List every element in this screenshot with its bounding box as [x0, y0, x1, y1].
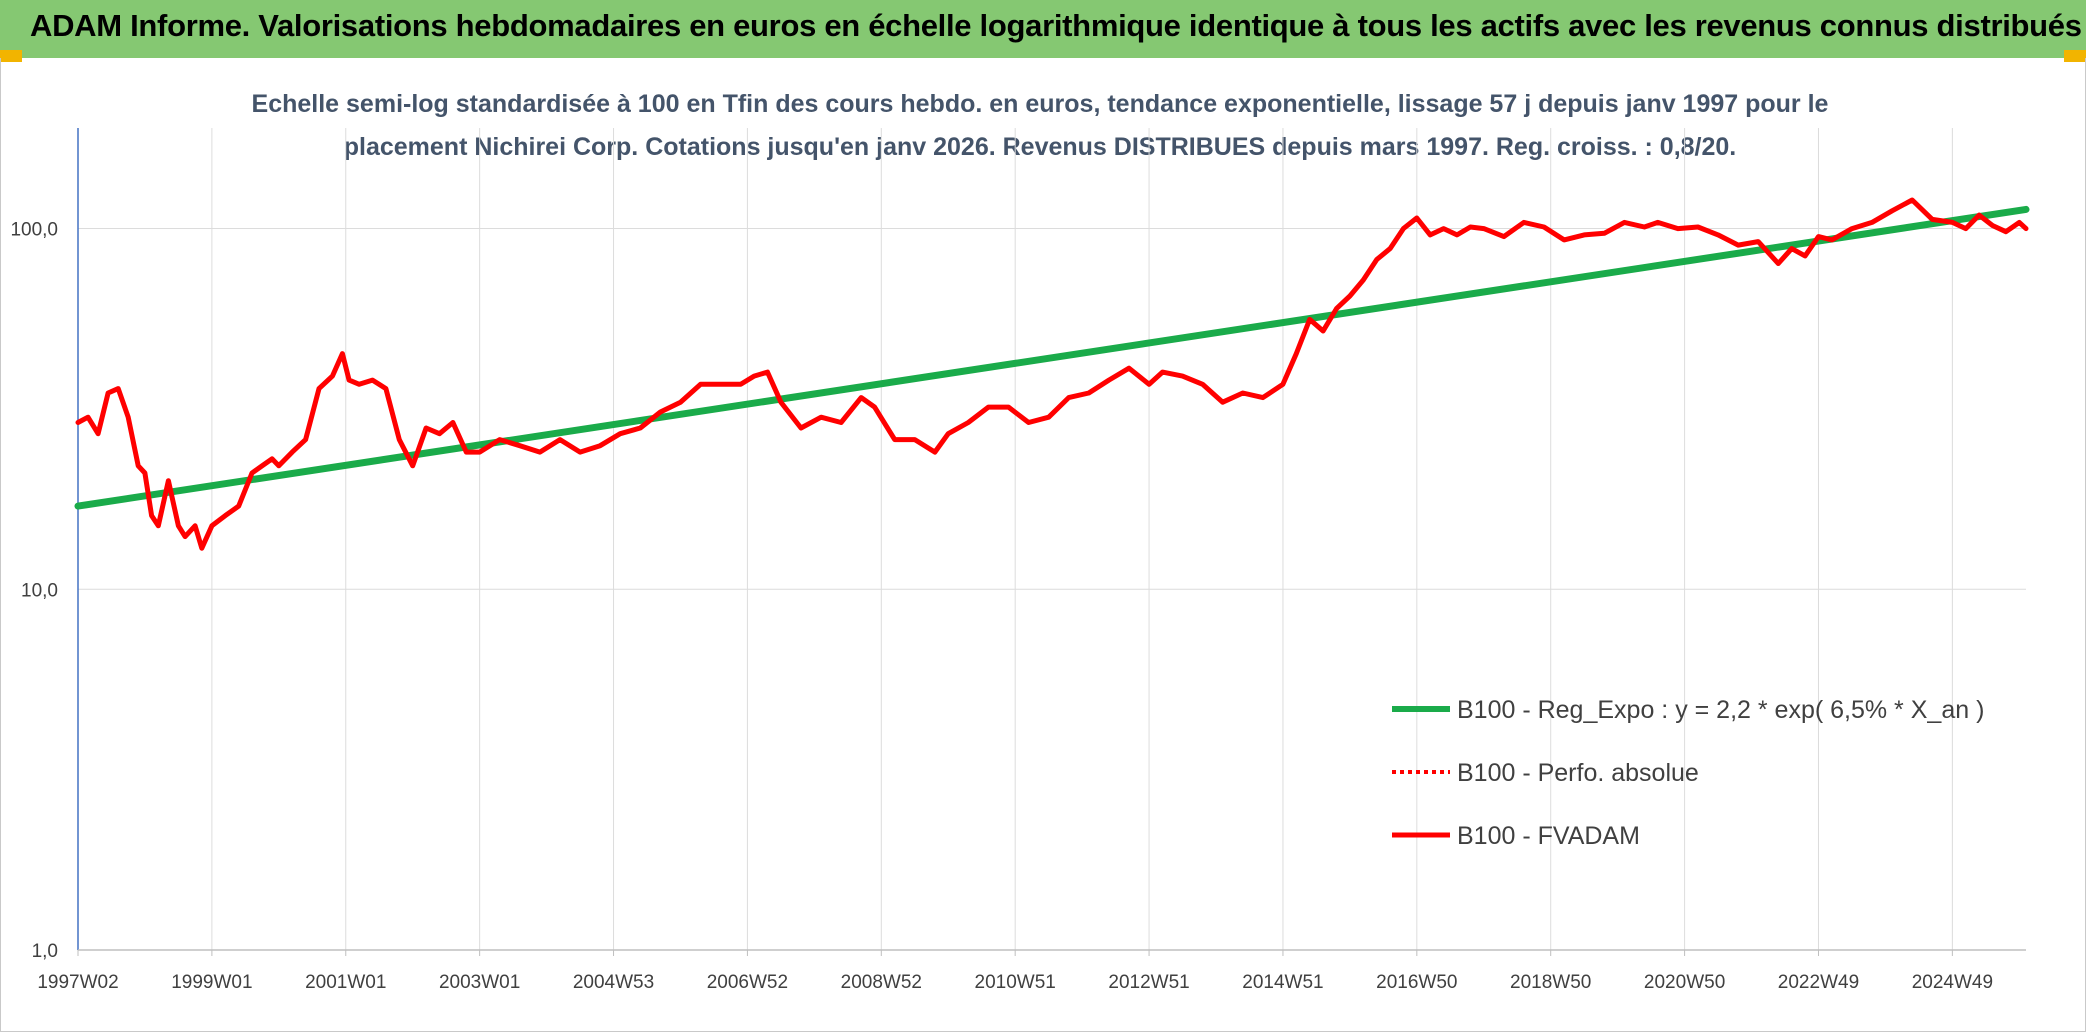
x-tick-label: 2016W50 — [1376, 972, 1457, 993]
header-title: ADAM Informe. Valorisations hebdomadaire… — [30, 8, 2082, 43]
y-tick-label: 10,0 — [21, 580, 58, 601]
chart-title-line-1: Echelle semi-log standardisée à 100 en T… — [251, 90, 1829, 118]
x-tick-label: 2010W51 — [975, 972, 1056, 993]
legend-item-perfo-absolue: B100 - Perfo. absolue — [1392, 759, 1699, 787]
legend-label: B100 - Reg_Expo : y = 2,2 * exp( 6,5% * … — [1457, 696, 1984, 724]
header-bar: ADAM Informe. Valorisations hebdomadaire… — [0, 0, 2086, 58]
x-tick-label: 2003W01 — [439, 972, 520, 993]
x-tick-label: 2018W50 — [1510, 972, 1591, 993]
x-tick-label: 1997W02 — [37, 972, 118, 993]
x-tick-label: 2008W52 — [841, 972, 922, 993]
x-tick-label: 2012W51 — [1108, 972, 1189, 993]
x-tick-label: 2024W49 — [1912, 972, 1993, 993]
corner-marker-right — [2064, 50, 2086, 62]
legend-item-reg-expo: B100 - Reg_Expo : y = 2,2 * exp( 6,5% * … — [1392, 696, 1984, 724]
fvadam-series-line — [75, 197, 2029, 551]
x-tick-label: 2006W52 — [707, 972, 788, 993]
x-tick-label: 2014W51 — [1242, 972, 1323, 993]
y-tick-label: 100,0 — [10, 220, 58, 241]
corner-marker-left — [0, 50, 22, 62]
x-tick-label: 2022W49 — [1778, 972, 1859, 993]
x-tick-label: 2004W53 — [573, 972, 654, 993]
legend-item-fvadam: B100 - FVADAM — [1392, 822, 1640, 850]
y-tick-label: 1,0 — [32, 941, 58, 962]
x-tick-label: 1999W01 — [171, 972, 252, 993]
legend-label: B100 - Perfo. absolue — [1457, 759, 1699, 787]
x-tick-label: 2020W50 — [1644, 972, 1725, 993]
x-tick-label: 2001W01 — [305, 972, 386, 993]
legend-label: B100 - FVADAM — [1457, 822, 1640, 850]
chart-title-line-2: placement Nichirei Corp. Cotations jusqu… — [343, 133, 1737, 161]
regression-trend-line — [74, 205, 2030, 510]
